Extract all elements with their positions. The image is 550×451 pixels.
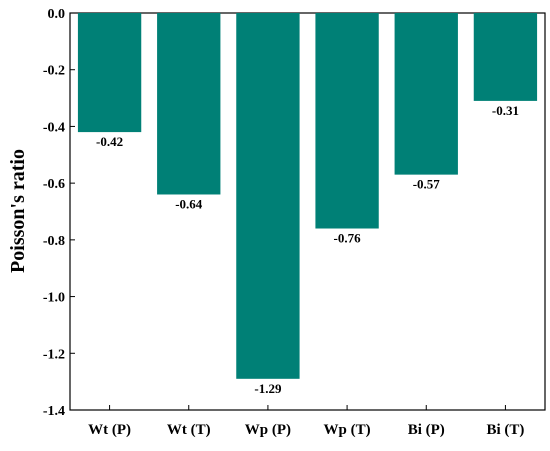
y-tick-label: -0.8 [43,234,65,249]
data-label: -0.42 [96,134,123,149]
x-tick-label: Wt (P) [88,422,131,438]
x-tick-label: Wp (T) [324,422,371,438]
x-tick-label: Bi (P) [408,422,445,438]
plot-border [69,12,546,411]
y-tick-label: -1.0 [43,291,65,306]
y-tick-label: 0.0 [48,7,66,22]
x-tick-label: Bi (T) [486,422,524,438]
y-tick-label: -0.2 [43,64,65,79]
data-label: -0.64 [175,196,203,211]
data-labels-group: -0.42 -0.64 -1.29 -0.76 -0.57 -0.31 [96,103,519,396]
y-tick-label: -0.4 [43,120,65,135]
data-label: -1.29 [254,381,282,396]
bar [473,13,538,101]
bars-group [77,13,538,379]
y-tick-label: -1.2 [43,347,65,362]
data-label: -0.76 [334,231,362,246]
y-tick-label: -0.6 [43,177,65,192]
bar [315,13,379,229]
y-axis: 0.0 -0.2 -0.4 -0.6 -0.8 -1.0 -1.2 -1.4 [43,7,75,419]
bar [236,13,300,379]
bar [77,13,142,133]
x-tick-label: Wt (T) [167,422,211,438]
data-label: -0.31 [492,103,519,118]
data-label: -0.57 [413,177,441,192]
x-axis: Wt (P) Wt (T) Wp (P) Wp (T) Bi (P) Bi (T) [88,405,524,438]
plot-frame [69,12,546,411]
y-axis-title: Poisson's ratio [7,149,29,273]
bar [394,13,458,175]
bar [157,13,221,195]
x-tick-label: Wp (P) [245,422,291,438]
y-tick-label: -1.4 [43,404,65,419]
